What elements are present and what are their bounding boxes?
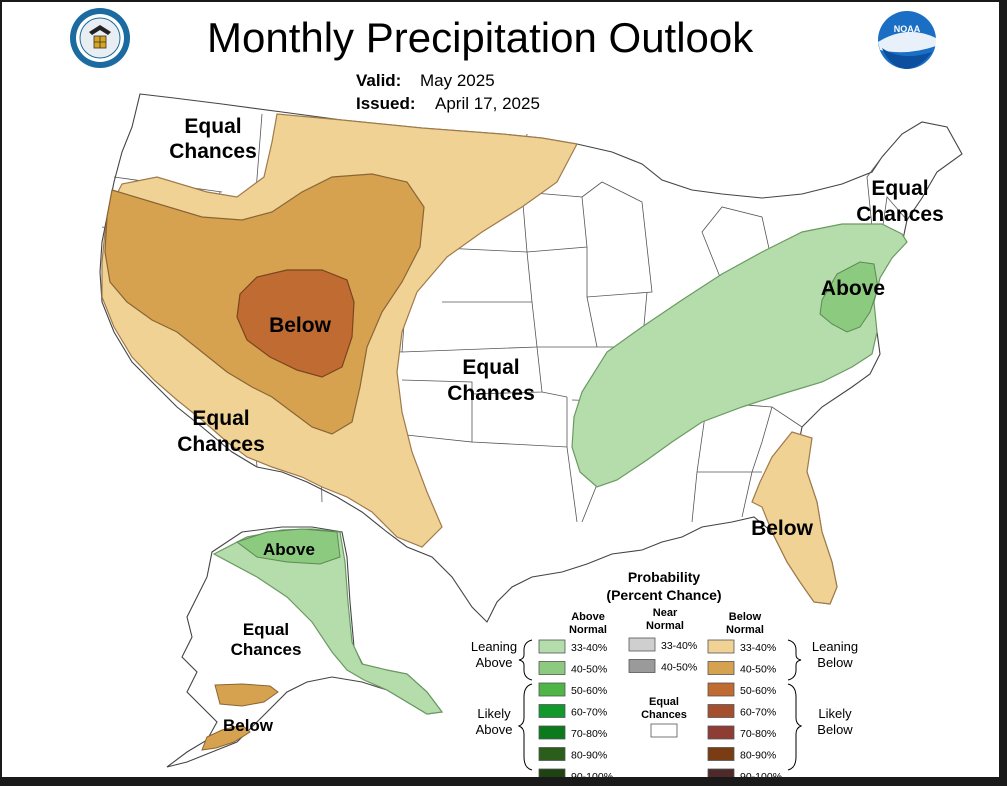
- legend-above-header-line1: Above: [571, 611, 605, 623]
- legend-title-line1: Probability: [628, 569, 701, 585]
- nw-equal-chances-label-line1: Equal: [184, 115, 241, 138]
- legend-above-range-label: 60-70%: [571, 707, 607, 719]
- legend-below-swatch: [707, 725, 735, 740]
- valid-label: Valid:: [356, 71, 401, 90]
- legend-below-range-label: 33-40%: [740, 642, 776, 654]
- legend-above-swatch: [538, 768, 566, 777]
- legend-above-range-label: 70-80%: [571, 728, 607, 740]
- legend-below-swatch: [707, 768, 735, 777]
- legend-below-range-label: 80-90%: [740, 750, 776, 762]
- legend-equal-chances-line2: Chances: [641, 709, 687, 721]
- legend-below-range-label: 70-80%: [740, 728, 776, 740]
- ne-equal-chances-label-line2: Chances: [856, 203, 944, 226]
- ne-equal-chances-label-line1: Equal: [871, 177, 928, 200]
- legend-leaning-above-brace: [518, 639, 533, 681]
- legend-above-range-label: 90-100%: [571, 771, 613, 777]
- legend-leaning-below-line1: Leaning: [812, 639, 858, 654]
- florida-below-label: Below: [751, 517, 814, 540]
- legend-title-line2: (Percent Chance): [606, 587, 721, 603]
- legend-near-range-label: 33-40%: [661, 640, 697, 652]
- legend-above-swatch: [538, 725, 566, 740]
- legend-likely-below-line1: Likely: [818, 706, 852, 721]
- legend-likely-above-line2: Above: [476, 722, 513, 737]
- legend-equal-chances-swatch: [650, 723, 678, 738]
- legend-below-swatch: [707, 661, 735, 675]
- legend-leaning-above-line1: Leaning: [471, 639, 517, 654]
- legend-below-swatch: [707, 747, 735, 761]
- legend-near-header-line2: Normal: [646, 620, 684, 632]
- legend-above-swatches: 33-40% 40-50% 50-60% 60-70% 70-80% 80-90% 90-1…: [538, 639, 613, 777]
- east-above-label: Above: [821, 277, 885, 300]
- probability-legend: Probability (Percent Chance) Above Norma…: [471, 569, 858, 777]
- legend-equal-chances-line1: Equal: [649, 696, 679, 708]
- legend-below-swatch: [707, 639, 735, 654]
- valid-value: May 2025: [420, 71, 495, 90]
- outlook-map-frame: Monthly Precipitation Outlook Valid: May…: [2, 2, 999, 777]
- alaska-above-40-50-region: [235, 528, 341, 565]
- legend-below-header-line1: Below: [729, 611, 762, 623]
- legend-likely-above-line1: Likely: [477, 706, 511, 721]
- legend-below-range-label: 40-50%: [740, 664, 776, 676]
- central-equal-chances-label-line2: Chances: [447, 382, 535, 405]
- legend-above-swatch: [538, 661, 566, 675]
- alaska-above-label: Above: [263, 540, 315, 559]
- legend-leaning-above-line2: Above: [476, 655, 513, 670]
- svg-text:NOAA: NOAA: [894, 24, 921, 34]
- alaska-below-40-50-region-2: [201, 724, 251, 751]
- alaska-below-label: Below: [223, 716, 274, 735]
- legend-near-swatch: [628, 637, 656, 652]
- legend-below-header-line2: Normal: [726, 624, 764, 636]
- legend-below-range-label: 50-60%: [740, 685, 776, 697]
- issued-label: Issued:: [356, 94, 416, 113]
- legend-above-swatch: [538, 682, 566, 697]
- central-equal-chances-label-line1: Equal: [462, 356, 519, 379]
- legend-near-swatch: [628, 659, 656, 673]
- legend-leaning-below-brace: [787, 639, 802, 681]
- legend-leaning-below-line2: Below: [817, 655, 853, 670]
- legend-likely-below-line2: Below: [817, 722, 853, 737]
- southeast-below-33-40-region: [751, 431, 838, 605]
- legend-below-swatches: 33-40% 40-50% 50-60% 60-70% 70-80% 80-90% 90-1…: [707, 639, 782, 777]
- legend-near-swatches: 33-40% 40-50%: [628, 637, 697, 674]
- legend-above-header-line2: Normal: [569, 624, 607, 636]
- alaska-below-40-50-region: [214, 683, 279, 707]
- legend-below-swatch: [707, 682, 735, 697]
- legend-above-range-label: 33-40%: [571, 642, 607, 654]
- legend-below-swatch: [707, 704, 735, 718]
- map-title: Monthly Precipitation Outlook: [207, 14, 754, 61]
- legend-below-range-label: 90-100%: [740, 771, 782, 777]
- sw-equal-chances-label-line1: Equal: [192, 407, 249, 430]
- legend-above-range-label: 80-90%: [571, 750, 607, 762]
- legend-above-swatch: [538, 704, 566, 718]
- alaska-equal-chances-label-line1: Equal: [243, 620, 289, 639]
- outlook-map: Monthly Precipitation Outlook Valid: May…: [70, 8, 963, 777]
- legend-above-range-label: 40-50%: [571, 664, 607, 676]
- noaa-logo-icon: NOAA: [878, 11, 936, 69]
- west-below-50-60-region: [236, 269, 355, 378]
- issued-value: April 17, 2025: [435, 94, 540, 113]
- alaska-landmass: [166, 526, 444, 768]
- legend-near-header-line1: Near: [653, 607, 678, 619]
- legend-below-range-label: 60-70%: [740, 707, 776, 719]
- commerce-seal-icon: [70, 8, 130, 68]
- nw-equal-chances-label-line2: Chances: [169, 140, 257, 163]
- east-above-33-40-region: [571, 223, 908, 488]
- legend-above-swatch: [538, 639, 566, 654]
- legend-likely-above-brace: [517, 683, 533, 771]
- legend-likely-below-brace: [787, 683, 803, 771]
- legend-above-swatch: [538, 747, 566, 761]
- legend-near-range-label: 40-50%: [661, 662, 697, 674]
- alaska-equal-chances-label-line2: Chances: [231, 640, 302, 659]
- legend-above-range-label: 50-60%: [571, 685, 607, 697]
- east-above-40-50-region: [819, 261, 879, 333]
- west-below-label: Below: [269, 314, 332, 337]
- sw-equal-chances-label-line2: Chances: [177, 433, 265, 456]
